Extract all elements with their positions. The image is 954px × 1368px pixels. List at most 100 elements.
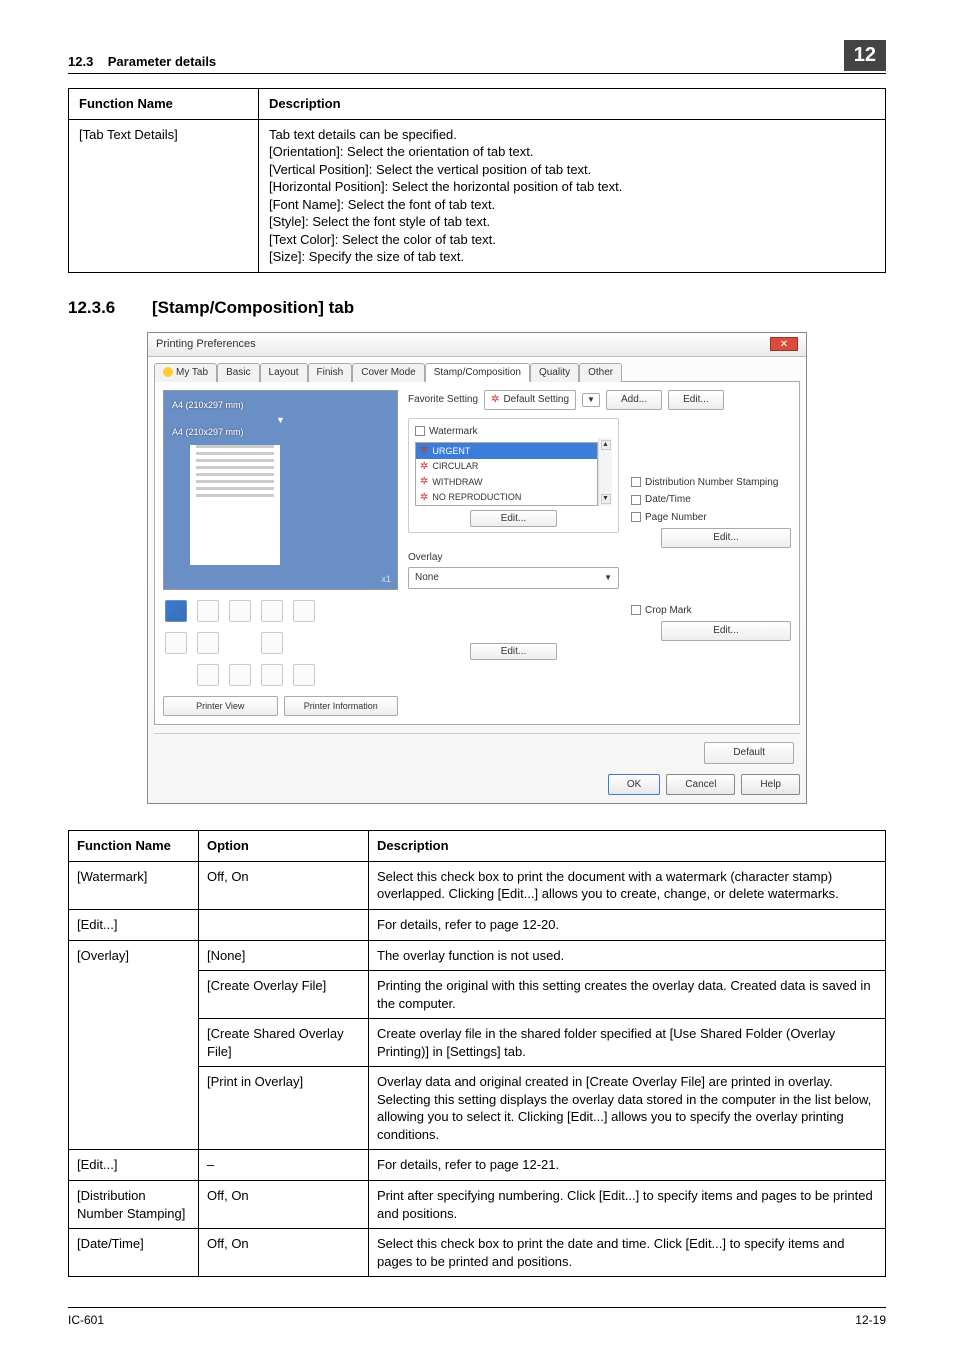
cancel-button[interactable]: Cancel <box>666 774 735 796</box>
row-edit1-desc: For details, refer to page 12-20. <box>369 909 886 940</box>
cropmark-group: Crop Mark Edit... <box>631 604 791 641</box>
row-print-in-overlay-desc: Overlay data and original created in [Cr… <box>369 1067 886 1150</box>
subsection-number: 12.3.6 <box>68 297 152 320</box>
cropmark-edit-button[interactable]: Edit... <box>661 621 791 641</box>
default-button-row: Default <box>154 733 800 770</box>
icon-row-3 <box>165 664 396 686</box>
tab-finish[interactable]: Finish <box>308 363 353 383</box>
overlay-combo[interactable]: None ▼ <box>408 567 619 589</box>
date-time-label: Date/Time <box>645 493 691 507</box>
printer-view-button[interactable]: Printer View <box>163 696 278 716</box>
header-section-num: 12.3 <box>68 54 93 69</box>
help-button[interactable]: Help <box>741 774 800 796</box>
icon-row-2 <box>165 632 396 654</box>
row-create-overlay-opt: [Create Overlay File] <box>199 971 369 1019</box>
watermark-group: Watermark ✲URGENT ✲CIRCULAR ✲WITHDRAW ✲N… <box>408 418 619 533</box>
row-overlay-fn: [Overlay] <box>69 940 199 1150</box>
watermark-checkbox[interactable] <box>415 426 425 436</box>
dim-arrow-icon: ▼ <box>172 414 389 426</box>
chevron-down-icon: ▼ <box>604 573 612 584</box>
favorite-setting-combo[interactable]: ✲Default Setting <box>484 390 576 410</box>
header-section: 12.3 Parameter details <box>68 53 216 71</box>
tab-quality[interactable]: Quality <box>530 363 579 383</box>
toolbar-icon[interactable] <box>293 600 315 622</box>
watermark-item-withdraw[interactable]: ✲WITHDRAW <box>416 474 597 490</box>
row-overlay-none-desc: The overlay function is not used. <box>369 940 886 971</box>
lightbulb-icon <box>163 367 173 377</box>
page-number-label: Page Number <box>645 511 707 525</box>
zoom-indicator: x1 <box>381 573 391 585</box>
toolbar-icon[interactable] <box>261 632 283 654</box>
dist-num-checkbox[interactable] <box>631 477 641 487</box>
watermark-edit-button[interactable]: Edit... <box>470 510 558 527</box>
dialog-button-row: OK Cancel Help <box>154 774 800 796</box>
dim-target: A4 (210x297 mm) <box>172 426 389 438</box>
close-button[interactable]: ✕ <box>770 337 798 351</box>
dialog-tabs: My Tab Basic Layout Finish Cover Mode St… <box>148 357 806 383</box>
row-edit2-fn: [Edit...] <box>69 1150 199 1181</box>
row-tab-text-details-desc: Tab text details can be specified. [Orie… <box>259 119 886 272</box>
favorite-dropdown[interactable]: ▼ <box>582 393 600 408</box>
watermark-item-circular[interactable]: ✲CIRCULAR <box>416 459 597 475</box>
tab-text-details-table: Function Name Description [Tab Text Deta… <box>68 88 886 273</box>
scroll-up-icon[interactable]: ▲ <box>601 440 611 450</box>
page-number-checkbox[interactable] <box>631 512 641 522</box>
tab-layout[interactable]: Layout <box>260 363 308 383</box>
row-print-in-overlay-opt: [Print in Overlay] <box>199 1067 369 1150</box>
watermark-scrollbar[interactable]: ▲ ▼ <box>598 438 612 506</box>
tab-basic[interactable]: Basic <box>217 363 259 383</box>
toolbar-icon[interactable] <box>229 664 251 686</box>
footer-right: 12-19 <box>855 1312 886 1328</box>
overlay-edit-button[interactable]: Edit... <box>470 643 558 660</box>
subsection-heading: 12.3.6 [Stamp/Composition] tab <box>68 297 886 320</box>
row-watermark-fn: [Watermark] <box>69 861 199 909</box>
toolbar-icon[interactable] <box>165 632 187 654</box>
crop-mark-checkbox[interactable] <box>631 605 641 615</box>
tab-stamp-composition[interactable]: Stamp/Composition <box>425 363 530 383</box>
printer-information-button[interactable]: Printer Information <box>284 696 399 716</box>
toolbar-icon[interactable] <box>197 600 219 622</box>
stamp-composition-options-table: Function Name Option Description [Waterm… <box>68 830 886 1277</box>
icon-row-1 <box>165 600 396 622</box>
crop-mark-label: Crop Mark <box>645 604 692 618</box>
stamp-edit-button[interactable]: Edit... <box>661 528 791 548</box>
add-button[interactable]: Add... <box>606 390 662 410</box>
subsection-title: [Stamp/Composition] tab <box>152 297 354 320</box>
tab-other[interactable]: Other <box>579 363 622 383</box>
tab-my-tab[interactable]: My Tab <box>154 363 217 383</box>
row-dist-num-opt: Off, On <box>199 1181 369 1229</box>
tab-cover-mode[interactable]: Cover Mode <box>352 363 424 383</box>
edit-button[interactable]: Edit... <box>668 390 724 410</box>
tab-panel: A4 (210x297 mm) ▼ A4 (210x297 mm) x1 <box>154 381 800 725</box>
col-option: Option <box>199 831 369 862</box>
watermark-item-urgent[interactable]: ✲URGENT <box>416 443 597 459</box>
toolbar-icon[interactable] <box>197 632 219 654</box>
overlay-group: Overlay None ▼ Edit... <box>408 551 619 659</box>
orientation-icon[interactable] <box>165 600 187 622</box>
toolbar-icon[interactable] <box>229 600 251 622</box>
printing-preferences-dialog: Printing Preferences ✕ My Tab Basic Layo… <box>147 332 807 804</box>
watermark-item-no-reproduction[interactable]: ✲NO REPRODUCTION <box>416 490 597 506</box>
header-chapter-num: 12 <box>844 40 886 71</box>
toolbar-icon[interactable] <box>261 600 283 622</box>
row-create-shared-overlay-desc: Create overlay file in the shared folder… <box>369 1019 886 1067</box>
page-header: 12.3 Parameter details 12 <box>68 40 886 74</box>
toolbar-icon[interactable] <box>261 664 283 686</box>
default-button[interactable]: Default <box>704 742 794 764</box>
watermark-list[interactable]: ✲URGENT ✲CIRCULAR ✲WITHDRAW ✲NO REPRODUC… <box>415 442 598 506</box>
row-tab-text-details-name: [Tab Text Details] <box>69 119 259 272</box>
toolbar-icon[interactable] <box>197 664 219 686</box>
settings-column: Favorite Setting ✲Default Setting ▼ Add.… <box>408 390 791 716</box>
date-time-checkbox[interactable] <box>631 495 641 505</box>
scroll-down-icon[interactable]: ▼ <box>601 494 611 504</box>
toolbar-icon[interactable] <box>293 664 315 686</box>
page-footer: IC-601 12-19 <box>68 1307 886 1328</box>
right-options-column: Distribution Number Stamping Date/Time P… <box>631 418 791 659</box>
row-dist-num-desc: Print after specifying numbering. Click … <box>369 1181 886 1229</box>
col-description: Description <box>369 831 886 862</box>
row-date-time-desc: Select this check box to print the date … <box>369 1229 886 1277</box>
favorite-setting-row: Favorite Setting ✲Default Setting ▼ Add.… <box>408 390 791 410</box>
row-create-overlay-desc: Printing the original with this setting … <box>369 971 886 1019</box>
row-date-time-opt: Off, On <box>199 1229 369 1277</box>
ok-button[interactable]: OK <box>608 774 660 796</box>
